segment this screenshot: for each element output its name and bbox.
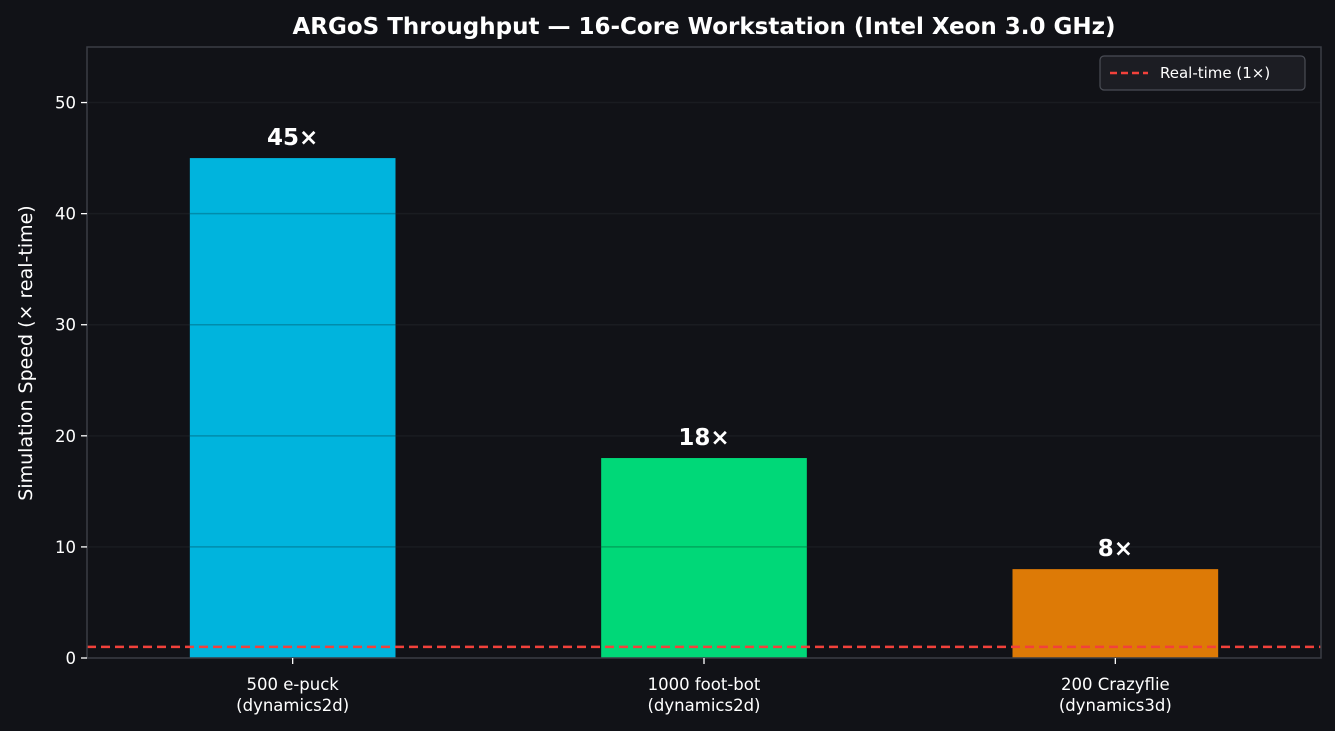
y-tick-label-5: 50 [55,94,76,113]
data-label-0: 45× [267,125,318,151]
axes: 0 10 20 30 40 50 500 e-puck (dynamics2d) 1000 fo… [55,46,1322,715]
y-tick-label-2: 20 [55,427,76,446]
x-tick-label-2: 200 Crazyflie (dynamics3d) [1059,675,1172,715]
bar-0 [189,158,396,658]
x-tick-label-0: 500 e-puck (dynamics2d) [236,675,349,715]
data-labels: 45× 18× 8× [267,125,1133,562]
chart-title: ARGoS Throughput — 16-Core Workstation (… [292,14,1115,40]
legend-box [1099,55,1306,91]
data-label-1: 18× [678,425,729,451]
y-tick-label-0: 0 [66,649,77,668]
y-tick-label-4: 40 [55,205,76,224]
legend: Real-time (1×) [1099,55,1306,91]
bar-1 [601,458,807,658]
bar-2 [1012,569,1219,658]
x-tick-label-1: 1000 foot-bot (dynamics2d) [648,675,761,715]
bars [189,158,1219,658]
y-axis-label: Simulation Speed (× real-time) [15,205,37,500]
y-tick-label-1: 10 [55,538,76,557]
legend-label: Real-time (1×) [1160,64,1270,82]
data-label-2: 8× [1098,536,1133,562]
bar-gridlines [189,212,807,548]
y-tick-label-3: 30 [55,316,76,335]
